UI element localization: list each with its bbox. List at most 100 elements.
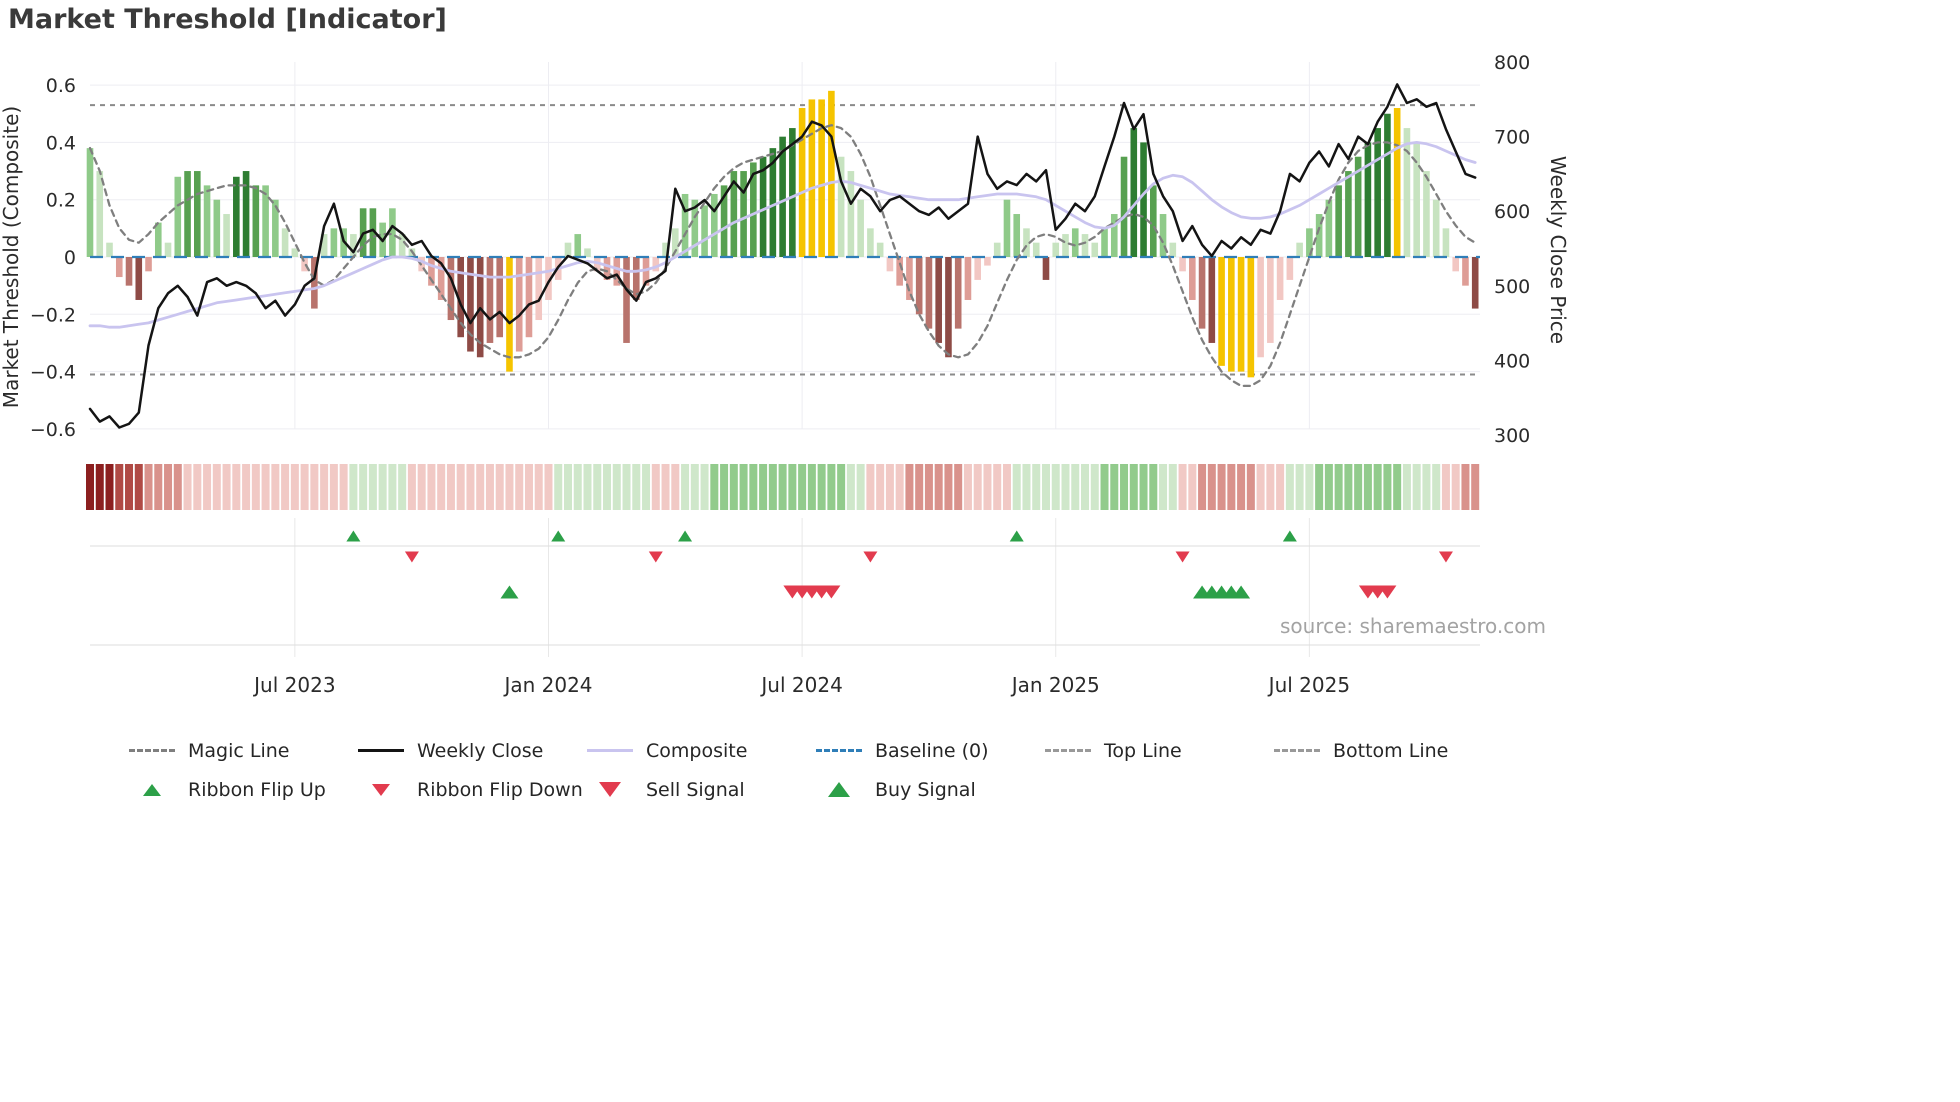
bar xyxy=(828,90,835,257)
signal-markers xyxy=(346,530,1453,599)
ribbon-cell xyxy=(837,464,846,510)
ribbon-cell xyxy=(154,464,163,510)
ribbon-cell xyxy=(817,464,826,510)
ribbon-cell xyxy=(456,464,465,510)
ribbon-cell xyxy=(1422,464,1431,510)
bar xyxy=(603,257,611,280)
ribbon-cell xyxy=(1393,464,1402,510)
ribbon-cell xyxy=(368,464,377,510)
bar xyxy=(184,171,191,257)
legend-label: Ribbon Flip Down xyxy=(417,778,583,801)
ribbon-cell xyxy=(983,464,992,510)
bar xyxy=(1237,257,1245,372)
y-axis-left-title: Market Threshold (Composite) xyxy=(0,106,23,408)
bar xyxy=(691,199,699,257)
svg-text:0.2: 0.2 xyxy=(46,190,76,212)
bar xyxy=(125,257,133,286)
bar xyxy=(1110,214,1118,257)
ribbon-cell xyxy=(778,464,787,510)
bar xyxy=(808,99,816,257)
ribbon-cell xyxy=(563,464,572,510)
bar xyxy=(1462,257,1469,286)
ribbon-cell xyxy=(1461,464,1470,510)
ribbon-cell xyxy=(193,464,202,510)
svg-text:300: 300 xyxy=(1494,425,1530,447)
ribbon-cell xyxy=(905,464,914,510)
ribbon-cell xyxy=(924,464,933,510)
ribbon-cell xyxy=(681,464,690,510)
triangle-down-icon xyxy=(586,782,634,797)
ribbon-cell xyxy=(446,464,455,510)
chart-title: Market Threshold [Indicator] xyxy=(8,4,447,35)
ribbon-cell xyxy=(554,464,563,510)
ribbon-cell xyxy=(173,464,182,510)
ribbon-cell xyxy=(612,464,621,510)
bar xyxy=(437,257,445,300)
ribbon-cell xyxy=(115,464,124,510)
legend-label: Buy Signal xyxy=(875,778,976,801)
ribbon-cell xyxy=(895,464,904,510)
ribbon-cell xyxy=(437,464,446,510)
bar xyxy=(818,99,825,257)
bar xyxy=(525,257,533,338)
ribbon-cell xyxy=(476,464,485,510)
legend-item-ribbon-flip-up: Ribbon Flip Up xyxy=(128,776,357,803)
bar xyxy=(1140,142,1147,257)
ribbon-cell xyxy=(417,464,426,510)
legend-item-ribbon-flip-down: Ribbon Flip Down xyxy=(357,776,586,803)
bar xyxy=(847,171,855,257)
ribbon-cell xyxy=(573,464,582,510)
ribbon-cell xyxy=(1266,464,1275,510)
bar xyxy=(1023,228,1030,257)
bar xyxy=(96,171,104,257)
bar xyxy=(720,185,728,257)
bar xyxy=(1013,214,1021,257)
bar xyxy=(242,171,250,257)
bar xyxy=(1091,242,1099,257)
ribbon-cell xyxy=(1090,464,1099,510)
ribbon-cell xyxy=(1032,464,1041,510)
ribbon-cell xyxy=(495,464,504,510)
svg-text:Jul 2024: Jul 2024 xyxy=(759,673,842,697)
bar xyxy=(964,257,972,300)
bar xyxy=(1257,257,1264,358)
bar xyxy=(369,208,377,257)
bar xyxy=(194,171,201,257)
ribbon-cell xyxy=(749,464,758,510)
ribbon-flip-up-marker xyxy=(678,530,693,542)
ribbon-cell xyxy=(934,464,943,510)
legend-label: Weekly Close xyxy=(417,739,544,762)
chart-legend: Magic Line Weekly Close Composite Baseline … xyxy=(128,737,1502,803)
ribbon-cell xyxy=(125,464,134,510)
ribbon-cell xyxy=(1276,464,1285,510)
bar xyxy=(632,257,640,300)
ribbon-cell xyxy=(388,464,397,510)
sell-signal-marker xyxy=(822,585,841,599)
ribbon-cell xyxy=(768,464,777,510)
ribbon-cell xyxy=(798,464,807,510)
bar xyxy=(1413,142,1420,257)
svg-text:−0.4: −0.4 xyxy=(30,362,76,384)
bar xyxy=(1159,214,1167,257)
ribbon-cell xyxy=(993,464,1002,510)
ribbon-flip-up-marker xyxy=(346,530,361,542)
svg-text:0.6: 0.6 xyxy=(46,75,76,97)
ribbon-cell xyxy=(827,464,836,510)
bar xyxy=(867,228,874,257)
bar xyxy=(1032,242,1040,257)
svg-text:0.4: 0.4 xyxy=(46,132,76,154)
ribbon-cell xyxy=(1168,464,1177,510)
ribbon-cell xyxy=(1159,464,1168,510)
sell-signal-marker xyxy=(1378,585,1397,599)
buy-signal-marker xyxy=(500,585,519,599)
bar xyxy=(876,242,884,257)
ribbon-cell xyxy=(271,464,280,510)
ribbon-flip-up-marker xyxy=(1282,530,1297,542)
ribbon-cell xyxy=(622,464,631,510)
source-text: source: sharemaestro.com xyxy=(1280,614,1546,638)
ribbon-cell xyxy=(1285,464,1294,510)
bar xyxy=(681,193,689,257)
bar xyxy=(945,257,952,358)
bar xyxy=(584,248,591,257)
bar xyxy=(623,257,630,343)
